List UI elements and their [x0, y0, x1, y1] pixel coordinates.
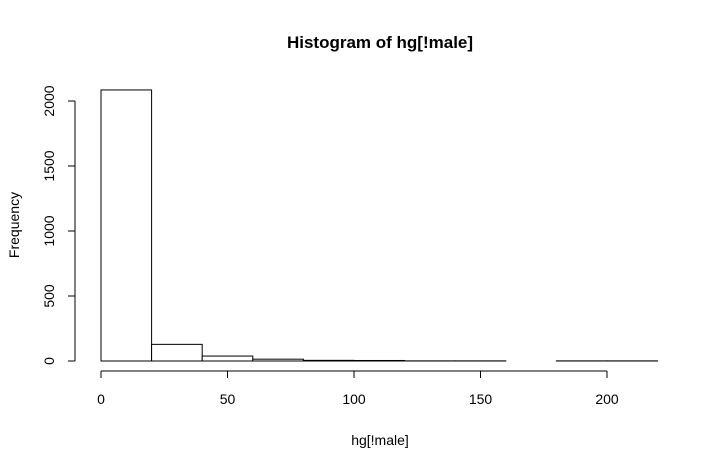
x-axis-label: hg[!male] — [351, 432, 409, 448]
chart-title: Histogram of hg[!male] — [287, 33, 473, 52]
y-axis-label: Frequency — [6, 192, 22, 258]
x-tick-label-0: 0 — [97, 391, 105, 407]
histogram-bar-5 — [353, 359, 406, 362]
y-tick-label-2000: 2000 — [41, 85, 57, 116]
y-axis: 0 500 1000 1500 2000 — [41, 85, 76, 365]
histogram-bar-3 — [252, 358, 304, 362]
histogram-bar-4 — [302, 359, 355, 362]
y-tick-label-1000: 1000 — [41, 215, 57, 246]
bars-group — [100, 89, 659, 362]
x-tick-label-200: 200 — [595, 391, 619, 407]
y-tick-label-500: 500 — [41, 284, 57, 308]
y-tick-label-0: 0 — [41, 357, 57, 365]
x-axis: 0 50 100 150 200 — [97, 370, 619, 407]
histogram-bar-2 — [201, 355, 254, 362]
x-tick-label-50: 50 — [220, 391, 236, 407]
x-tick-label-150: 150 — [469, 391, 493, 407]
histogram-bar-0 — [100, 89, 153, 362]
y-tick-label-1500: 1500 — [41, 150, 57, 181]
x-tick-label-100: 100 — [342, 391, 366, 407]
histogram-bar-1 — [151, 343, 203, 362]
